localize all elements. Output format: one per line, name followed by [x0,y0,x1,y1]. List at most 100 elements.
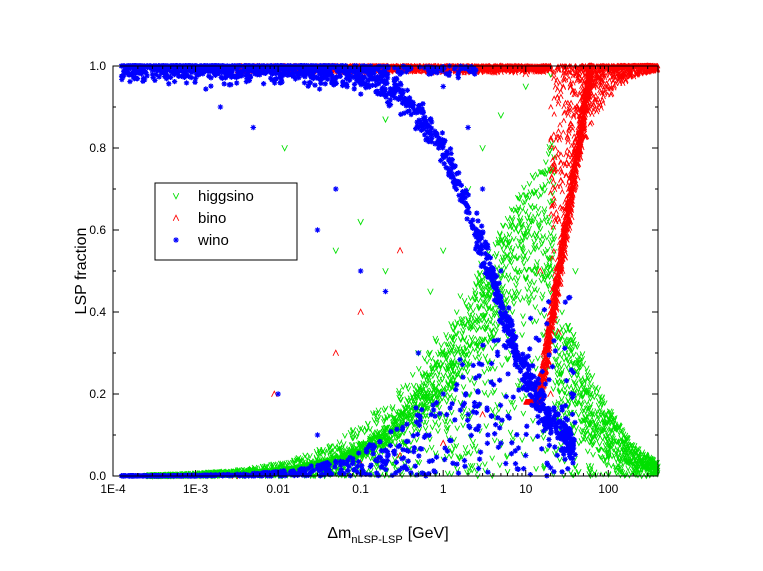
higgsino-point-fill [481,325,488,332]
higgsino-point-fill [334,446,341,453]
higgsino-point-fill [481,390,488,397]
higgsino-point-fill [443,425,450,432]
higgsino-point-fill [618,434,624,441]
higgsino-point-fill [620,438,627,445]
higgsino-point-fill [442,418,448,425]
higgsino-point-fill [588,420,594,427]
higgsino-point-fill [466,469,473,476]
higgsino-point-fill [499,362,505,369]
higgsino-point-fill [511,235,517,242]
higgsino-point-fill [546,219,553,226]
higgsino-point-fill [369,429,376,436]
higgsino-point-fill [515,243,521,250]
higgsino-point-fill [511,404,518,411]
higgsino-point-fill [545,280,551,288]
higgsino-point-fill [519,332,525,339]
higgsino-point-fill [464,358,471,365]
higgsino-point-fill [596,447,603,454]
higgsino-point-fill [563,341,569,348]
higgsino-point-fill [453,370,459,377]
higgsino-point-fill [393,408,400,415]
higgsino-point-fill [457,399,464,406]
higgsino-point-fill [585,375,592,382]
higgsino-point-fill [556,335,563,342]
higgsino-point-fill [432,359,439,366]
higgsino-point-fill [427,436,433,443]
higgsino-point-fill [615,461,622,468]
higgsino-point-fill [426,372,433,379]
higgsino-point-fill [590,440,597,447]
higgsino-point-fill [454,425,461,432]
higgsino-point-fill [546,178,553,185]
higgsino-point-fill [574,373,580,380]
higgsino-point-fill [436,404,443,411]
higgsino-point-fill [488,313,495,320]
higgsino-point-fill [584,372,591,379]
higgsino-point-fill [474,273,480,280]
higgsino-point-fill [498,272,504,279]
higgsino-point-fill [573,380,579,387]
higgsino-point-fill [600,446,607,453]
higgsino-point-fill [381,407,387,414]
higgsino-point-fill [518,268,525,275]
higgsino-point-fill [520,200,526,207]
higgsino-point-fill [568,341,575,348]
higgsino-point-fill [520,256,526,263]
higgsino-point-fill [583,365,590,372]
higgsino-point-fill [474,336,481,343]
higgsino-point-fill [390,422,397,429]
higgsino-point-fill [537,272,544,279]
higgsino-point-fill [556,350,562,358]
higgsino-point-fill [469,462,476,469]
higgsino-point-fill [495,406,502,413]
higgsino-point-fill [461,297,468,304]
higgsino-point-fill [336,444,343,451]
higgsino-point-fill [472,291,479,298]
higgsino-point-fill [465,304,471,311]
higgsino-point-fill [508,292,515,299]
higgsino-point-fill [457,293,464,300]
higgsino-point-fill [539,291,546,298]
higgsino-point-fill [428,444,435,451]
higgsino-point-fill [524,286,531,293]
higgsino-point-fill [507,258,513,265]
higgsino-point-fill [424,358,430,365]
higgsino-point-fill [483,423,490,430]
higgsino-point-fill [531,203,538,210]
higgsino-point-fill [541,209,548,216]
higgsino-point-fill [601,426,608,433]
higgsino-point-fill [607,412,614,419]
higgsino-point-fill [519,396,525,403]
higgsino-point-fill [491,388,498,395]
higgsino-point-fill [487,365,494,372]
higgsino-point-fill [551,401,558,408]
higgsino-point-fill [367,455,374,462]
higgsino-point-fill [542,249,549,256]
higgsino-point-fill [426,377,432,384]
higgsino-point-fill [432,419,438,426]
higgsino-point-fill [436,414,443,421]
higgsino-point-fill [405,386,412,393]
higgsino-point-fill [511,253,518,260]
higgsino-point-fill [576,357,583,364]
higgsino-point-fill [617,472,624,479]
higgsino-point-fill [444,470,451,477]
higgsino-point-fill [398,396,404,403]
higgsino-point-fill [489,345,496,352]
higgsino-point-fill [520,248,526,255]
higgsino-point-fill [529,172,536,179]
higgsino-point-fill [549,264,556,271]
higgsino-point-fill [438,342,445,349]
higgsino-point-fill [597,453,604,460]
higgsino-point-fill [476,277,482,284]
higgsino-point-fill [621,472,628,479]
higgsino-point-fill [502,301,509,309]
higgsino-point-fill [618,468,625,475]
higgsino-point-fill [490,333,497,340]
higgsino-point-fill [435,422,442,429]
higgsino-point-fill [396,390,402,397]
higgsino-point-fill [381,418,387,425]
higgsino-point-fill [349,428,356,435]
higgsino-point-fill [569,359,576,366]
higgsino-point-fill [526,297,532,304]
